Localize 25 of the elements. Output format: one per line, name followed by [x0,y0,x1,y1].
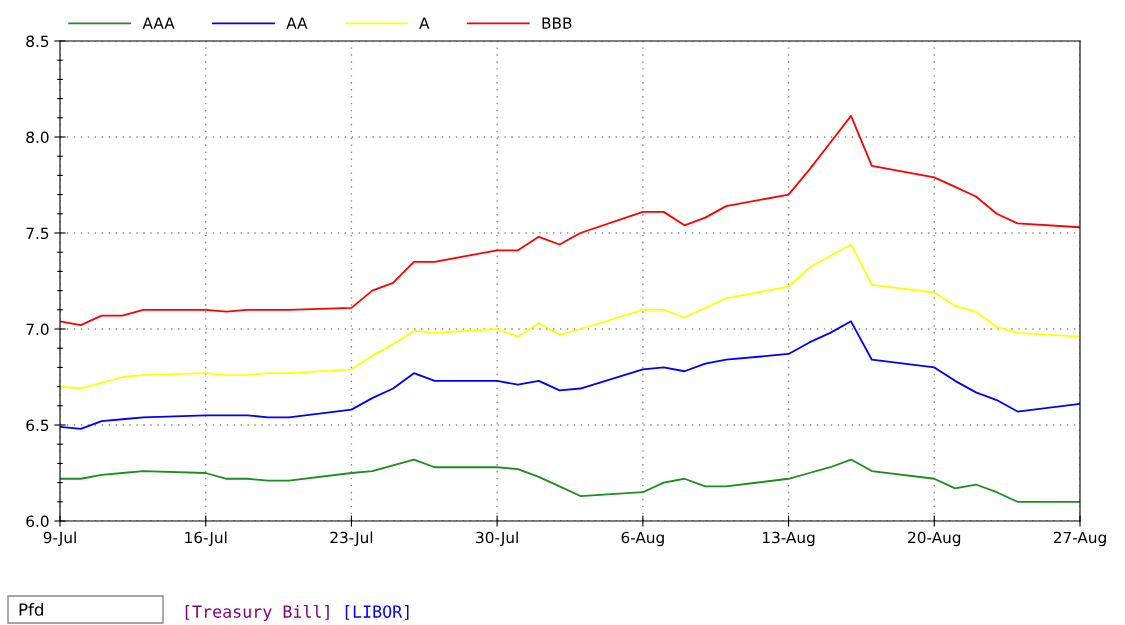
line-series [60,320,1080,430]
line-series [60,243,1080,390]
y-tick-label: 6.0 [26,515,49,528]
line-series [60,458,1080,503]
y-tick-label: 7.0 [26,323,49,336]
line-series [60,114,1080,327]
y-tick-label: 7.5 [26,227,49,240]
text: Pfd [19,602,43,616]
x-tick-label: 9-Jul [43,531,76,547]
x-tick-label: 20-Aug [908,531,961,547]
x-tick-label: 13-Aug [763,531,815,547]
y-tick-label: 8.0 [26,131,49,144]
y-tick-label: 6.5 [26,419,49,432]
legend-label: AAA [142,17,175,29]
x-tick-label: 30-Jul [476,531,518,547]
legend-label: BBB [542,17,572,29]
text: [LIBOR] [345,604,409,620]
x-tick-label: 23-Jul [330,531,373,547]
x-tick-label: 6-Aug [621,531,664,547]
text: [Treasury Bill] [185,604,329,622]
x-tick-label: 27-Aug [1053,531,1106,547]
x-tick-label: 16-Jul [185,531,227,547]
legend-label: A [419,17,430,29]
y-tick-label: 8.5 [26,35,49,48]
legend-label: AA [286,17,308,29]
